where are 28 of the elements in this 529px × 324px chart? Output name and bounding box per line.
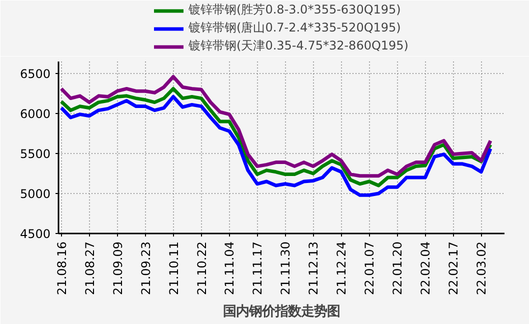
line-series <box>60 94 492 197</box>
text: 国内钢价指数走势图 <box>223 304 340 320</box>
x-tick-label: 22.03.02 <box>474 242 489 295</box>
y-tick-label: 4500 <box>20 227 51 241</box>
x-tick-label: 21.12.24 <box>334 242 349 295</box>
x-tick-label: 21.08.27 <box>82 242 97 295</box>
y-tick-label: 6500 <box>20 67 51 81</box>
x-tick-label: 21.08.16 <box>54 242 69 295</box>
legend-label: 镀锌带钢(天津0.35-4.75*32-860Q195) <box>188 38 408 54</box>
legend-label: 镀锌带钢(唐山0.7-2.4*335-520Q195) <box>188 20 401 36</box>
x-tick-label: 22.02.17 <box>446 242 461 295</box>
line-series <box>60 74 492 178</box>
x-tick-label: 21.10.22 <box>194 242 209 295</box>
line-series <box>60 86 492 188</box>
x-tick-label: 21.11.17 <box>250 242 265 295</box>
x-tick-label: 21.09.23 <box>138 242 153 295</box>
x-tick-label: 21.09.09 <box>110 242 125 295</box>
x-tick-label: 21.11.04 <box>222 242 237 295</box>
x-tick-label: 22.01.07 <box>362 242 377 295</box>
legend-label: 镀锌带钢(胜芳0.8-3.0*355-630Q195) <box>188 2 401 18</box>
x-tick-label: 22.02.04 <box>418 242 433 295</box>
y-tick-label: 5000 <box>20 187 51 201</box>
x-tick-label: 21.12.13 <box>306 242 321 295</box>
x-tick-label: 21.11.30 <box>278 242 293 295</box>
y-tick-label: 5500 <box>20 147 51 161</box>
x-tick-label: 22.01.20 <box>390 242 405 295</box>
x-tick-label: 21.10.11 <box>166 242 181 295</box>
y-tick-label: 6000 <box>20 107 51 121</box>
